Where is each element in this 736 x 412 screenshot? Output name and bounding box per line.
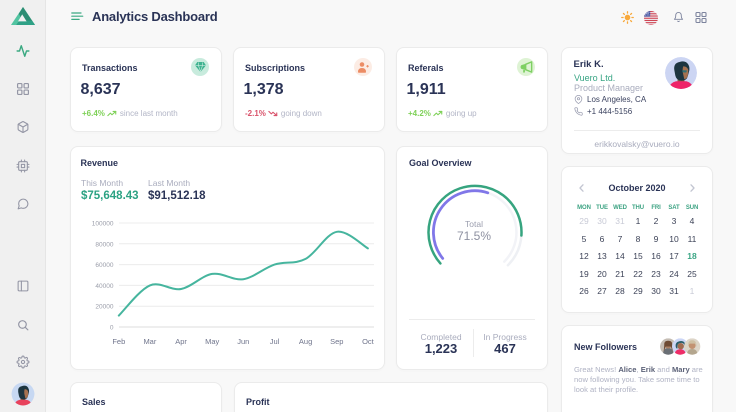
svg-text:Mar: Mar (143, 337, 156, 346)
svg-text:100000: 100000 (92, 221, 114, 228)
svg-text:Oct: Oct (362, 337, 375, 346)
svg-text:71.5%: 71.5% (457, 229, 491, 243)
svg-text:May: May (205, 337, 219, 346)
svg-text:40000: 40000 (95, 283, 113, 290)
svg-text:Sep: Sep (330, 337, 343, 346)
svg-text:Aug: Aug (299, 337, 312, 346)
svg-text:80000: 80000 (95, 241, 113, 248)
svg-text:60000: 60000 (95, 262, 113, 269)
svg-text:Jun: Jun (237, 337, 249, 346)
svg-text:0: 0 (110, 325, 114, 332)
svg-text:Total: Total (465, 219, 483, 229)
svg-text:Jul: Jul (270, 337, 280, 346)
svg-text:Feb: Feb (112, 337, 125, 346)
svg-text:20000: 20000 (95, 304, 113, 311)
svg-text:Apr: Apr (175, 337, 187, 346)
